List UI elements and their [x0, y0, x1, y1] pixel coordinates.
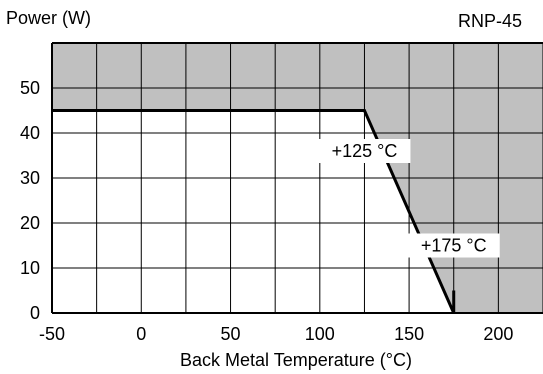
derating-curve: [52, 109, 456, 314]
x-axis-label: Back Metal Temperature (°C): [180, 350, 412, 370]
annotation-label: +175 °C: [421, 236, 487, 256]
y-tick-label: 0: [30, 303, 40, 323]
y-axis-label: Power (W): [6, 8, 91, 28]
frame-layer: [51, 42, 543, 314]
chart-title: RNP-45: [458, 11, 522, 31]
y-tick-label: 30: [20, 168, 40, 188]
annotation-layer: +125 °C +175 °C: [318, 139, 500, 258]
y-tick-label: 20: [20, 213, 40, 233]
x-tick-label: 0: [136, 324, 146, 344]
y-tick-label: 50: [20, 78, 40, 98]
x-tick-label: 100: [305, 324, 335, 344]
annotation-box: [407, 233, 500, 258]
y-tick-label: 40: [20, 123, 40, 143]
series-layer: [52, 109, 456, 314]
annotation-box: [318, 139, 411, 163]
annotation-label: +125 °C: [332, 141, 398, 161]
x-tick-label: 50: [221, 324, 241, 344]
x-tick-label: 150: [394, 324, 424, 344]
y-tick-label: 10: [20, 258, 40, 278]
x-tick-label: -50: [39, 324, 65, 344]
x-tick-label: 200: [483, 324, 513, 344]
